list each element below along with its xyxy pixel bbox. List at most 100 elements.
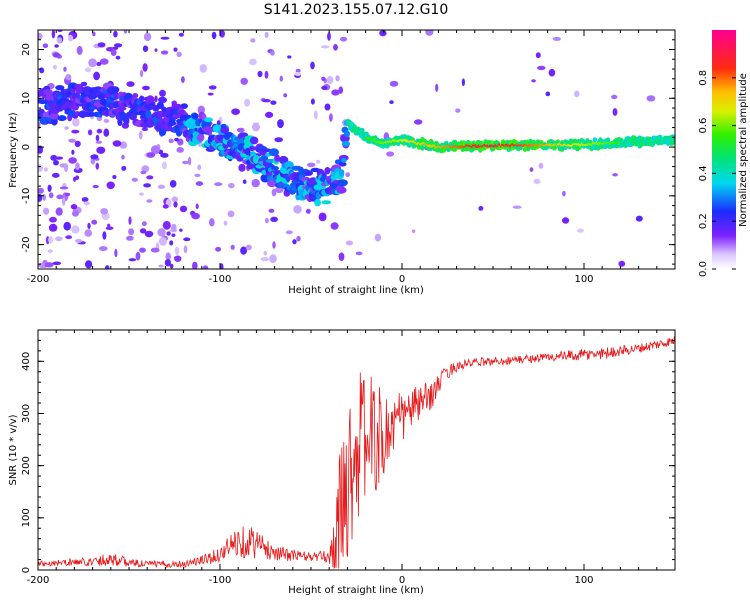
spectrogram-speckle — [112, 140, 122, 147]
spectrogram-speckle — [538, 162, 544, 169]
spectrogram-speckle — [139, 247, 146, 253]
spectrogram-ridge-blob — [191, 112, 199, 120]
snr-ytick-label: 100 — [21, 508, 32, 527]
spectrogram-speckle — [263, 250, 267, 256]
spectrogram-ridge-blob — [45, 93, 55, 101]
spectrogram-speckle — [42, 43, 49, 48]
spectrogram-speckle — [611, 94, 618, 100]
spectrogram-speckle — [140, 69, 144, 77]
spectrogram-ridge-blob — [49, 112, 60, 120]
spectrogram-ridge-blob — [197, 133, 205, 142]
spectrogram-speckle — [70, 204, 78, 210]
spectrogram-speckle — [176, 147, 184, 153]
spectrogram-speckle — [240, 77, 248, 85]
spectrogram-speckle — [478, 206, 484, 211]
spectrogram-speckle — [55, 156, 64, 160]
snr-ticks: -200 -100 0 100 0 100 200 300 400 — [21, 329, 676, 586]
spectrogram-xtick-label: 0 — [399, 274, 405, 285]
spectrogram-speckle — [331, 89, 340, 96]
spectrogram-speckle — [97, 42, 106, 48]
spectrogram-speckle — [95, 140, 103, 144]
spectrogram-speckle — [329, 113, 333, 122]
spectrogram-speckle — [64, 192, 71, 197]
spectrogram-ridge-blob — [260, 148, 272, 153]
spectrogram-speckle — [44, 167, 48, 172]
spectrogram-speckle — [131, 177, 138, 182]
spectrogram-speckle — [245, 244, 252, 251]
spectrogram-speckle — [68, 157, 77, 164]
spectrogram-speckle — [338, 252, 345, 261]
spectrogram-speckle — [169, 240, 174, 246]
spectrogram-ridge-blob — [104, 111, 110, 117]
spectrogram-speckle — [146, 152, 156, 158]
spectrogram-speckle — [90, 154, 99, 160]
spectrogram-speckle — [47, 249, 53, 253]
spectrogram-speckle — [197, 164, 202, 171]
spectrogram-speckle — [214, 182, 223, 187]
spectrogram-speckle — [75, 162, 80, 171]
spectrogram-speckle — [285, 230, 293, 235]
spectrogram-ridge-blob — [250, 136, 259, 145]
snr-ytick-label: 200 — [21, 456, 32, 475]
spectrogram-speckle — [250, 38, 256, 43]
spectrogram-speckle — [57, 30, 63, 33]
spectrogram-speckle — [321, 76, 326, 81]
spectrogram-speckle — [188, 156, 192, 166]
spectrogram-speckle — [326, 75, 334, 85]
spectrogram-ridge-blob — [146, 95, 155, 104]
spectrogram-speckle — [612, 108, 618, 116]
spectrogram-speckle — [51, 30, 56, 39]
snr-ylabel: SNR (10 * v/v) — [8, 414, 19, 485]
spectrogram-speckle — [173, 201, 178, 208]
spectrogram-speckle — [141, 165, 150, 173]
colorbar: 0.0 0.2 0.4 0.6 0.8 Normalized spectral ampl… — [698, 30, 749, 277]
spectrogram-speckle — [199, 64, 207, 73]
spectrogram-speckle — [103, 128, 110, 137]
spectrogram-speckle — [283, 93, 288, 98]
spectrogram-speckle — [264, 31, 269, 38]
spectrogram-speckle — [257, 70, 263, 78]
spectrogram-speckle — [146, 175, 154, 180]
snr-xtick-label: -200 — [27, 575, 50, 586]
spectrogram-speckle — [207, 92, 214, 96]
spectrogram-speckle — [150, 145, 160, 155]
spectrogram-speckle — [93, 71, 100, 81]
spectrogram-speckle — [165, 252, 171, 261]
spectrogram-speckle — [216, 120, 221, 126]
spectrogram-speckle — [646, 95, 656, 102]
spectrogram-speckle — [160, 50, 169, 55]
spectrogram-ridge-blob — [158, 96, 167, 104]
spectrogram-speckle — [455, 108, 461, 113]
spectrogram-speckle — [313, 110, 318, 120]
spectrogram-speckle — [55, 236, 63, 242]
spectrogram-ridge-blob — [43, 89, 53, 95]
spectrogram-speckle — [47, 184, 52, 192]
spectrogram-speckle — [179, 205, 188, 213]
spectrogram-speckle — [260, 257, 269, 262]
spectrogram-speckle — [65, 235, 73, 240]
spectrogram-speckle — [54, 44, 59, 48]
spectrogram-speckle — [135, 251, 141, 261]
spectrogram-speckle — [154, 95, 158, 103]
snr-xtick-label: 100 — [574, 575, 593, 586]
spectrogram-speckle — [316, 159, 320, 164]
spectrogram-speckle — [240, 246, 248, 255]
spectrogram-speckle — [318, 212, 327, 222]
spectrogram-field — [38, 30, 675, 269]
spectrogram-speckle — [48, 192, 54, 199]
snr-ytick-label: 0 — [21, 567, 32, 573]
spectrogram-speckle — [295, 68, 301, 73]
spectrogram-speckle — [139, 192, 144, 196]
snr-xtick-label: -100 — [209, 575, 232, 586]
spectrogram-speckle — [174, 137, 180, 142]
spectrogram-speckle — [330, 222, 339, 230]
spectrogram-speckle — [158, 264, 164, 268]
spectrogram-ridge-blob — [220, 126, 230, 134]
spectrogram-speckle — [238, 163, 246, 172]
spectrogram-speckle — [577, 228, 584, 233]
spectrogram-speckle — [264, 217, 269, 224]
spectrogram-speckle — [53, 160, 59, 166]
spectrogram-speckle — [62, 197, 66, 206]
spectrogram-speckle — [274, 186, 284, 194]
